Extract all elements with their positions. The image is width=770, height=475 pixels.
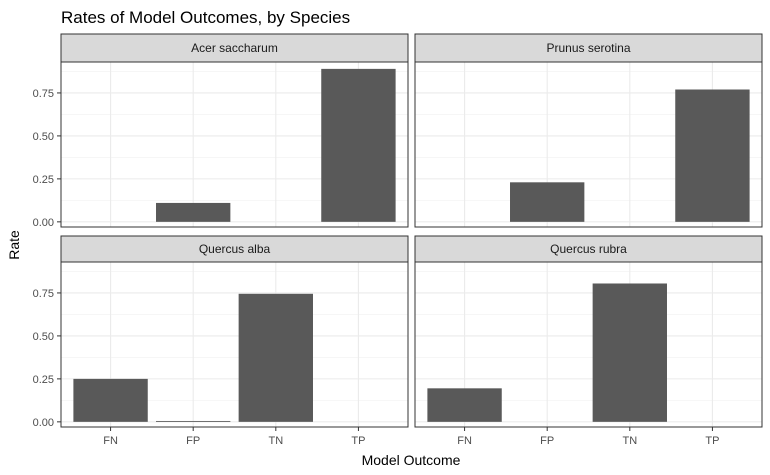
strip-label-prunus-serotina: Prunus serotina (546, 41, 630, 55)
x-tick-label-fn: FN (103, 435, 118, 447)
y-axis-title: Rate (6, 230, 22, 260)
facet-panels: Acer saccharum 0.00 0.25 0.50 0.75 Prunus ser… (33, 33, 763, 447)
strip-quercus-alba (60, 235, 409, 263)
bar-quercus-alba-fp (156, 420, 231, 422)
strip-label-quercus-rubra: Quercus rubra (550, 242, 627, 256)
y-tick-label: 0.75 (33, 288, 54, 300)
bar-prunus-serotina-tp (675, 89, 750, 222)
bar-acer-saccharum-tp (321, 68, 396, 222)
x-tick-label-fp: FP (186, 435, 200, 447)
strip-quercus-rubra (414, 235, 763, 263)
y-tick-label: 0.50 (33, 331, 54, 343)
bar-quercus-rubra-tn (592, 283, 667, 422)
y-tick-label: 0.00 (33, 417, 54, 429)
y-tick-label: 0.75 (33, 88, 54, 100)
panel-border-prunus-serotina (414, 61, 763, 228)
y-tick-label: 0.25 (33, 374, 54, 386)
strip-label-quercus-alba: Quercus alba (199, 242, 271, 256)
x-tick-label-fn: FN (457, 435, 472, 447)
x-axis-title: Model Outcome (362, 452, 461, 468)
chart-title: Rates of Model Outcomes, by Species (61, 8, 350, 27)
x-tick-label-tn: TN (622, 435, 637, 447)
bar-quercus-alba-fn (73, 378, 148, 422)
y-tick-label: 0.25 (33, 174, 54, 186)
panel-border-acer-saccharum (60, 61, 409, 228)
bar-quercus-rubra-fn (427, 388, 502, 422)
x-tick-label-tp: TP (351, 435, 365, 447)
panel-border-quercus-alba (60, 261, 409, 428)
strip-acer-saccharum (60, 33, 409, 63)
x-tick-label-fp: FP (540, 435, 554, 447)
x-tick-label-tp: TP (705, 435, 719, 447)
strip-label-acer-saccharum: Acer saccharum (191, 41, 278, 55)
y-tick-label: 0.50 (33, 131, 54, 143)
bar-prunus-serotina-fp (510, 182, 585, 222)
y-tick-label: 0.00 (33, 217, 54, 229)
bar-acer-saccharum-fp (156, 202, 231, 222)
bar-quercus-alba-tn (238, 293, 313, 422)
x-tick-label-tn: TN (268, 435, 283, 447)
panel-border-quercus-rubra (414, 261, 763, 428)
